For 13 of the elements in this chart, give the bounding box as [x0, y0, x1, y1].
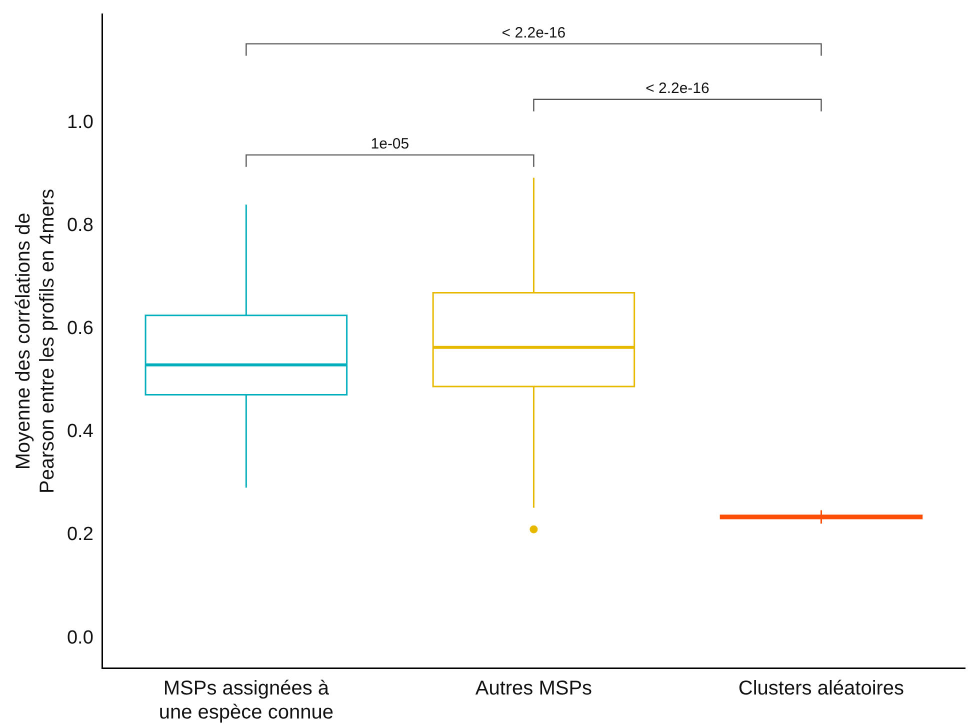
annotation: < 2.2e-16: [646, 80, 710, 98]
y-tick-label: 0.2: [66, 524, 94, 546]
x-tick-label: Autres MSPs: [475, 678, 592, 700]
x-tick-label: MSPs assignées à une espèce connue: [158, 678, 334, 724]
y-tick-label: 0.8: [66, 214, 94, 236]
annotation: < 2.2e-16: [502, 24, 566, 42]
y-tick-label: 0.6: [66, 318, 94, 340]
x-tick-label: Clusters aléatoires: [738, 678, 904, 700]
y-tick-label: 1.0: [66, 112, 94, 133]
y-axis-title: Moyenne des corrélations de Pearson entre les profils en 4mers: [12, 188, 59, 494]
y-tick-label: 0.0: [66, 627, 94, 648]
annotation: 1e-05: [370, 136, 410, 153]
y-tick-label: 0.4: [66, 421, 94, 442]
